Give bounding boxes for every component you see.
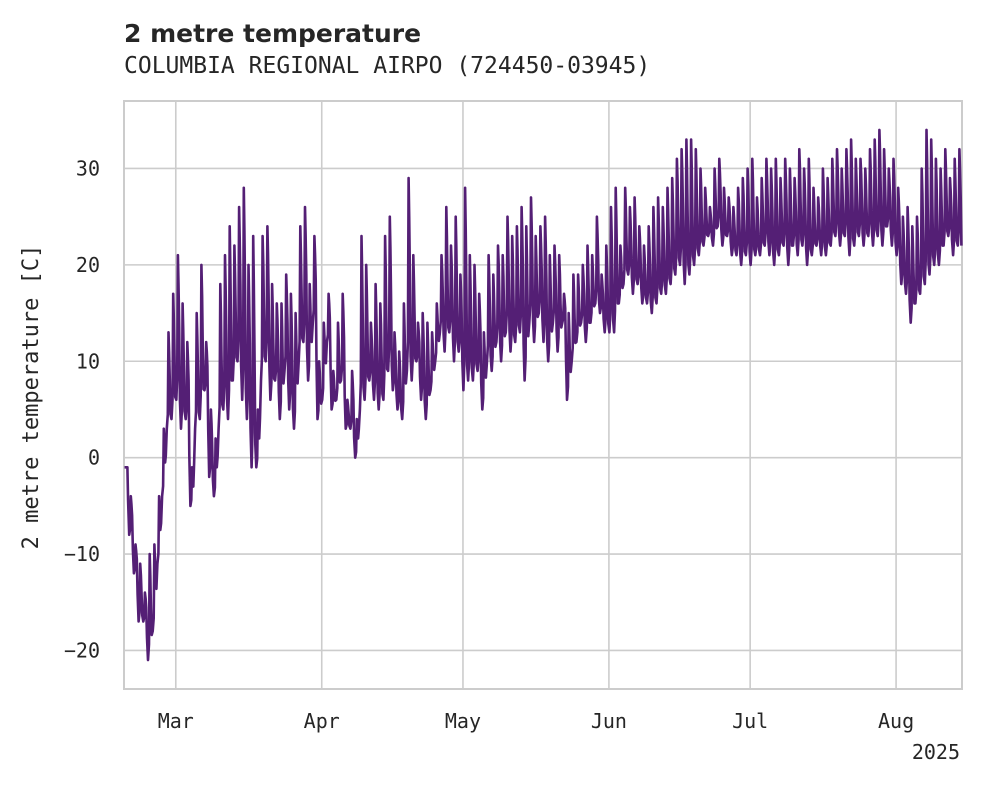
x-offset-label: 2025 [912,740,960,764]
y-axis-ticks: −20 −10 0 10 20 30 [64,156,100,662]
chart-title: 2 metre temperature [124,19,421,48]
x-tick-label: Apr [304,709,340,733]
y-tick-label: 10 [76,349,100,373]
x-tick-label: Jun [591,709,627,733]
y-tick-label: 0 [88,446,100,470]
x-tick-label: Mar [158,709,194,733]
grid-lines [124,101,962,689]
plot-frame [123,100,963,690]
temperature-series-line [124,128,963,662]
x-tick-label: Jul [732,709,768,733]
y-tick-label: −20 [64,638,100,662]
x-axis-ticks: Mar Apr May Jun Jul Aug [158,709,914,733]
y-axis-label: 2 metre temperature [C] [19,245,44,550]
series-layer [124,128,963,662]
y-tick-label: 30 [76,156,100,180]
x-tick-label: May [445,709,481,733]
x-tick-label: Aug [878,709,914,733]
y-tick-label: −10 [64,542,100,566]
y-tick-label: 20 [76,253,100,277]
chart-subtitle: COLUMBIA REGIONAL AIRPO (724450-03945) [124,53,650,79]
